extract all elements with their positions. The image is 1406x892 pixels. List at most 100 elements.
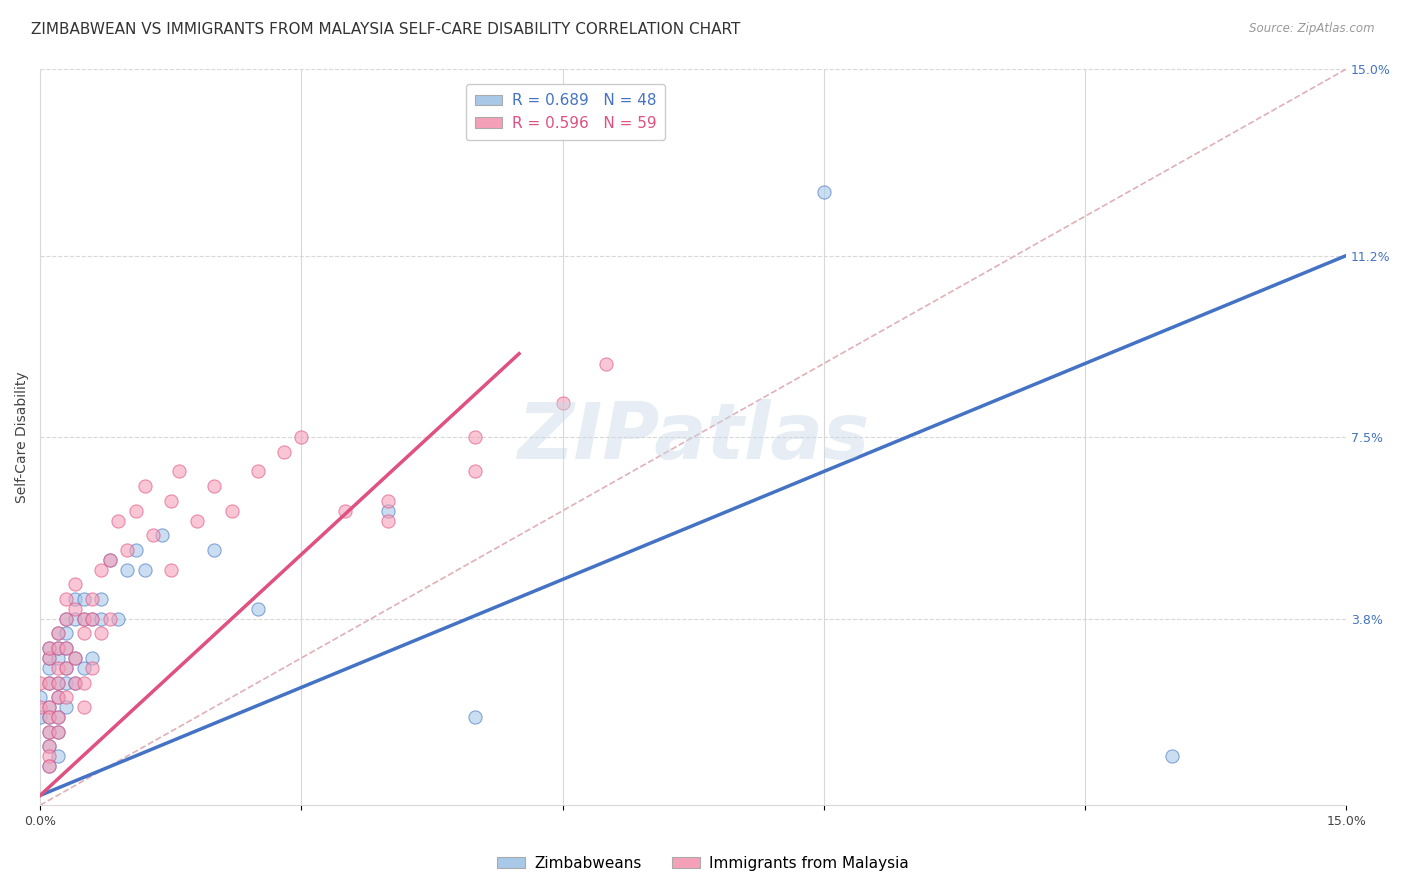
Point — [63, 651, 86, 665]
Point — [55, 612, 77, 626]
Point — [72, 612, 94, 626]
Point — [107, 514, 129, 528]
Point — [82, 592, 104, 607]
Point — [90, 592, 112, 607]
Point — [377, 514, 399, 528]
Point — [55, 592, 77, 607]
Point — [246, 602, 269, 616]
Text: ZIMBABWEAN VS IMMIGRANTS FROM MALAYSIA SELF-CARE DISABILITY CORRELATION CHART: ZIMBABWEAN VS IMMIGRANTS FROM MALAYSIA S… — [31, 22, 741, 37]
Point — [72, 626, 94, 640]
Point — [46, 724, 69, 739]
Point — [159, 563, 181, 577]
Point — [46, 641, 69, 656]
Point — [46, 690, 69, 705]
Point — [38, 651, 60, 665]
Point — [46, 675, 69, 690]
Point — [38, 700, 60, 714]
Point — [46, 641, 69, 656]
Point — [46, 749, 69, 764]
Point — [221, 504, 243, 518]
Point — [38, 710, 60, 724]
Point — [377, 494, 399, 508]
Point — [1161, 749, 1184, 764]
Point — [63, 592, 86, 607]
Point — [46, 626, 69, 640]
Point — [72, 612, 94, 626]
Point — [63, 602, 86, 616]
Text: ZIPatlas: ZIPatlas — [517, 399, 869, 475]
Point — [290, 430, 312, 444]
Point — [63, 577, 86, 591]
Point — [46, 675, 69, 690]
Point — [46, 626, 69, 640]
Point — [98, 553, 121, 567]
Point — [82, 612, 104, 626]
Point — [46, 710, 69, 724]
Point — [30, 690, 52, 705]
Point — [595, 357, 617, 371]
Point — [38, 641, 60, 656]
Point — [30, 700, 52, 714]
Point — [82, 661, 104, 675]
Point — [150, 528, 173, 542]
Text: Source: ZipAtlas.com: Source: ZipAtlas.com — [1250, 22, 1375, 36]
Point — [98, 553, 121, 567]
Point — [63, 675, 86, 690]
Point — [107, 612, 129, 626]
Point — [38, 661, 60, 675]
Point — [186, 514, 208, 528]
Point — [63, 675, 86, 690]
Point — [82, 612, 104, 626]
Point — [38, 749, 60, 764]
Point — [142, 528, 165, 542]
Point — [30, 710, 52, 724]
Point — [55, 690, 77, 705]
Point — [551, 396, 574, 410]
Point — [30, 675, 52, 690]
Point — [38, 700, 60, 714]
Point — [38, 651, 60, 665]
Point — [38, 739, 60, 754]
Point — [38, 675, 60, 690]
Point — [55, 661, 77, 675]
Point — [464, 430, 486, 444]
Point — [38, 739, 60, 754]
Point — [159, 494, 181, 508]
Point — [38, 724, 60, 739]
Point — [90, 626, 112, 640]
Point — [377, 504, 399, 518]
Point — [38, 710, 60, 724]
Point — [333, 504, 356, 518]
Point — [55, 641, 77, 656]
Point — [63, 651, 86, 665]
Point — [55, 626, 77, 640]
Point — [90, 612, 112, 626]
Point — [46, 710, 69, 724]
Point — [72, 661, 94, 675]
Point — [90, 563, 112, 577]
Point — [55, 612, 77, 626]
Point — [115, 563, 138, 577]
Point — [464, 710, 486, 724]
Point — [72, 700, 94, 714]
Point — [82, 651, 104, 665]
Point — [63, 612, 86, 626]
Point — [46, 661, 69, 675]
Point — [55, 675, 77, 690]
Point — [38, 641, 60, 656]
Point — [169, 465, 191, 479]
Point — [55, 700, 77, 714]
Point — [134, 479, 156, 493]
Y-axis label: Self-Care Disability: Self-Care Disability — [15, 371, 30, 503]
Point — [202, 479, 225, 493]
Point — [46, 724, 69, 739]
Point — [134, 563, 156, 577]
Point — [246, 465, 269, 479]
Point — [46, 690, 69, 705]
Point — [55, 641, 77, 656]
Point — [98, 612, 121, 626]
Point — [38, 759, 60, 773]
Legend: Zimbabweans, Immigrants from Malaysia: Zimbabweans, Immigrants from Malaysia — [491, 850, 915, 877]
Legend: R = 0.689   N = 48, R = 0.596   N = 59: R = 0.689 N = 48, R = 0.596 N = 59 — [465, 84, 665, 140]
Point — [38, 675, 60, 690]
